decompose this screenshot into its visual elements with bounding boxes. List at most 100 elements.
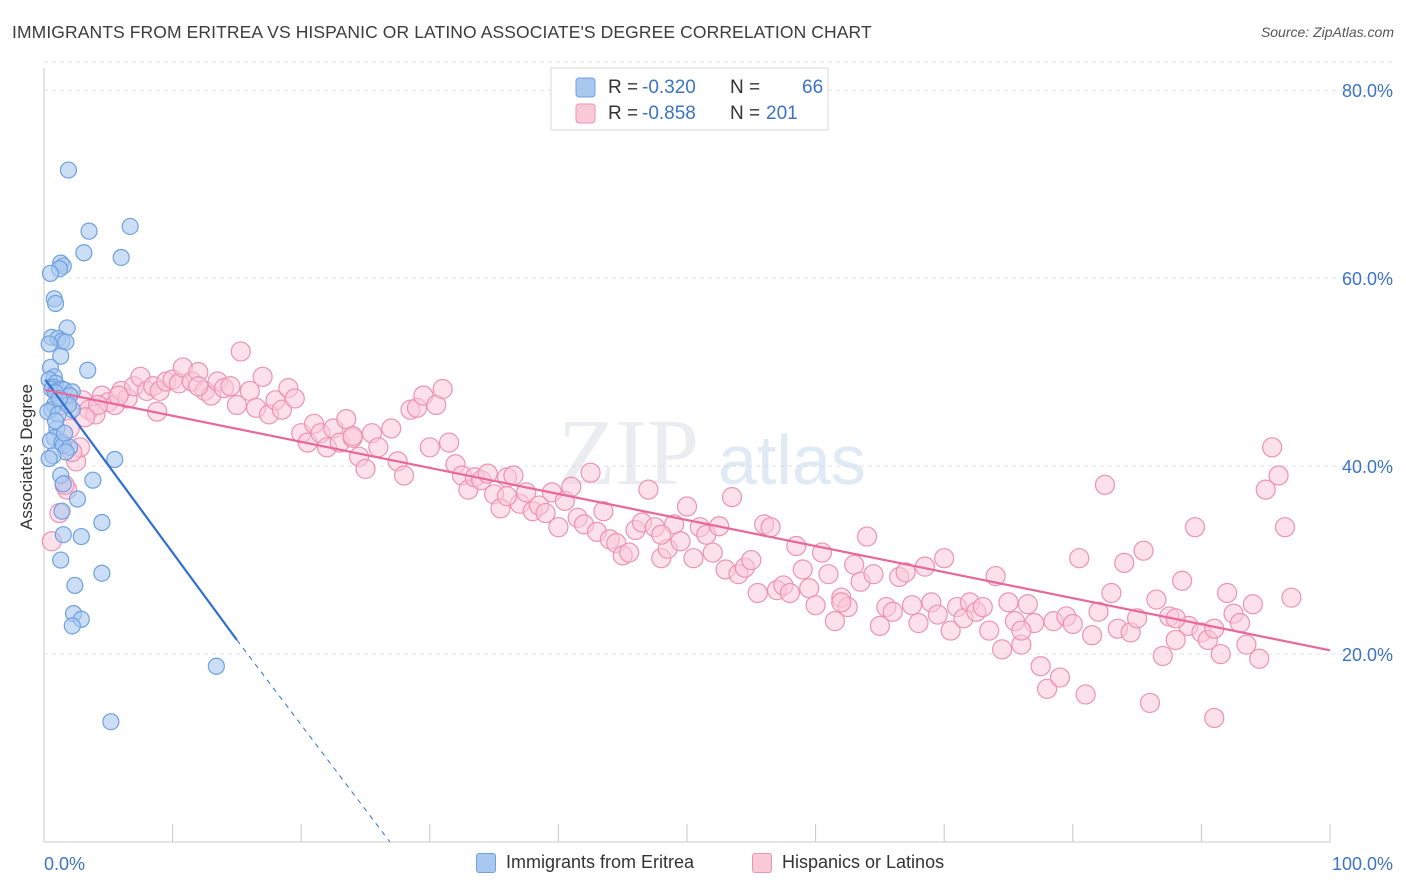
point-hispanic-82 xyxy=(561,476,582,497)
point-eritrea-45 xyxy=(106,450,124,469)
point-eritrea-16 xyxy=(40,335,58,353)
legend-n-label-1: N = xyxy=(730,77,760,98)
point-hispanic-147 xyxy=(979,620,1000,641)
point-eritrea-4 xyxy=(112,248,130,267)
point-eritrea-44 xyxy=(40,449,58,468)
point-hispanic-184 xyxy=(1217,582,1238,604)
point-hispanic-149 xyxy=(991,639,1013,660)
point-hispanic-116 xyxy=(779,582,800,604)
point-hispanic-163 xyxy=(1081,625,1103,646)
point-hispanic-194 xyxy=(1281,587,1302,608)
legend-n-label-2: N = xyxy=(730,103,760,124)
legend-swatch-hispanic xyxy=(575,103,596,124)
bottom-legend: Immigrants from Eritrea Hispanics or Lat… xyxy=(0,852,1406,878)
point-hispanic-117 xyxy=(786,535,807,557)
legend-n-value-1: 66 xyxy=(802,77,823,98)
legend-swatch-hispanic-bottom xyxy=(752,852,772,873)
point-hispanic-128 xyxy=(856,526,878,547)
point-hispanic-166 xyxy=(1101,582,1122,604)
point-hispanic-183 xyxy=(1210,643,1231,665)
legend-n-value-2: 201 xyxy=(766,103,798,124)
point-hispanic-176 xyxy=(1165,629,1186,651)
y-axis-label: Associate's Degree xyxy=(17,384,36,530)
point-hispanic-164 xyxy=(1088,601,1109,622)
trend-hispanic xyxy=(45,388,1331,652)
x-axis-tick-labels: 0.0% 100.0% xyxy=(44,854,1393,874)
point-hispanic-189 xyxy=(1249,648,1270,669)
point-hispanic-32 xyxy=(230,341,251,362)
legend-r-value-2: -0.858 xyxy=(642,103,696,124)
point-hispanic-160 xyxy=(1062,613,1083,635)
point-hispanic-111 xyxy=(747,582,768,604)
point-eritrea-56 xyxy=(66,576,84,595)
point-hispanic-172 xyxy=(1139,692,1161,714)
point-hispanic-198 xyxy=(831,592,852,613)
legend-item-eritrea[interactable]: Immigrants from Eritrea xyxy=(476,852,694,873)
legend-label-eritrea: Immigrants from Eritrea xyxy=(506,852,695,872)
point-hispanic-91 xyxy=(619,542,640,563)
watermark: ZIP atlas xyxy=(558,401,866,505)
point-hispanic-123 xyxy=(824,611,845,632)
point-hispanic-35 xyxy=(252,366,273,387)
point-eritrea-53 xyxy=(72,527,90,546)
point-hispanic-139 xyxy=(927,604,948,625)
point-hispanic-120 xyxy=(805,595,826,616)
point-hispanic-201 xyxy=(342,425,363,447)
point-eritrea-54 xyxy=(52,551,70,569)
point-hispanic-156 xyxy=(1036,678,1058,699)
point-eritrea-55 xyxy=(93,564,111,582)
point-eritrea-49 xyxy=(68,490,87,508)
series-eritrea-points xyxy=(39,161,225,731)
point-hispanic-197 xyxy=(1011,620,1032,641)
legend-swatch-eritrea xyxy=(575,77,596,98)
legend-r-label-1: R = xyxy=(608,77,638,98)
point-hispanic-191 xyxy=(1262,437,1283,458)
point-eritrea-48 xyxy=(54,475,72,493)
point-hispanic-130 xyxy=(869,615,891,636)
point-hispanic-134 xyxy=(895,562,916,583)
point-eritrea-59 xyxy=(63,617,81,635)
point-eritrea-1 xyxy=(80,222,98,240)
legend-item-hispanic[interactable]: Hispanics or Latinos xyxy=(752,852,944,873)
point-eritrea-2 xyxy=(121,217,139,236)
point-hispanic-54 xyxy=(381,418,402,439)
point-hispanic-193 xyxy=(1274,517,1296,538)
point-hispanic-126 xyxy=(844,554,865,575)
y-axis-tick-labels: 20.0% 40.0% 60.0% 80.0% xyxy=(1342,81,1393,665)
x-tick-label-end: 100.0% xyxy=(1332,854,1393,874)
point-hispanic-40 xyxy=(284,388,305,409)
legend-label-hispanic: Hispanics or Latinos xyxy=(782,852,945,872)
y-tick-label-0: 20.0% xyxy=(1342,645,1393,665)
point-hispanic-190 xyxy=(1255,479,1276,500)
point-hispanic-100 xyxy=(676,496,698,517)
point-hispanic-158 xyxy=(1049,667,1071,688)
point-hispanic-174 xyxy=(1152,645,1173,667)
point-eritrea-3 xyxy=(75,244,93,262)
point-hispanic-162 xyxy=(1075,684,1096,705)
point-eritrea-64 xyxy=(46,412,65,430)
point-eritrea-61 xyxy=(102,713,120,731)
point-hispanic-101 xyxy=(683,548,704,569)
point-hispanic-146 xyxy=(972,596,993,618)
point-hispanic-141 xyxy=(940,620,961,641)
point-hispanic-122 xyxy=(818,564,839,585)
trend-eritrea-dashed xyxy=(236,639,391,843)
point-hispanic-99 xyxy=(670,531,691,552)
point-hispanic-53 xyxy=(368,437,389,458)
point-hispanic-48 xyxy=(336,409,357,430)
chart-title: IMMIGRANTS FROM ERITREA VS HISPANIC OR L… xyxy=(12,22,872,42)
point-hispanic-195 xyxy=(1204,707,1225,729)
point-hispanic-161 xyxy=(1069,548,1090,569)
legend-r-label-2: R = xyxy=(608,103,638,124)
point-hispanic-171 xyxy=(1133,540,1154,561)
point-hispanic-192 xyxy=(1268,465,1289,486)
trend-eritrea-solid xyxy=(44,378,238,641)
point-hispanic-78 xyxy=(535,502,556,524)
point-hispanic-107 xyxy=(721,487,743,508)
point-hispanic-30 xyxy=(220,376,241,397)
trend-lines xyxy=(44,378,1331,843)
point-eritrea-8 xyxy=(41,264,60,283)
point-hispanic-177 xyxy=(1172,570,1193,591)
source-note: Source: ZipAtlas.com xyxy=(1260,24,1394,40)
watermark-zip: ZIP xyxy=(558,401,699,505)
